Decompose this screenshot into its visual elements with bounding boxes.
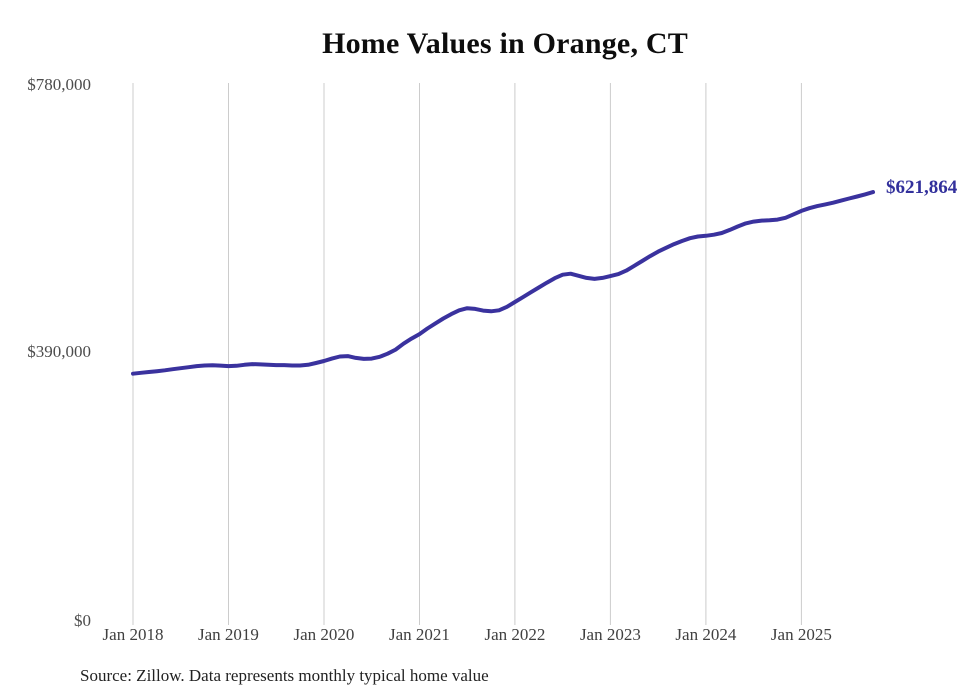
y-axis-tick-780000: $780,000 — [27, 75, 91, 94]
x-axis-tick-jan-2018: Jan 2018 — [102, 625, 164, 644]
x-axis-tick-jan-2020: Jan 2020 — [293, 625, 355, 644]
x-axis-tick-jan-2021: Jan 2021 — [388, 625, 450, 644]
y-axis-tick-0: $0 — [74, 611, 91, 630]
current-value-label: $621,864 — [886, 177, 958, 198]
x-axis-tick-jan-2025: Jan 2025 — [770, 625, 832, 644]
y-axis-tick-390000: $390,000 — [27, 342, 91, 361]
x-axis-tick-jan-2023: Jan 2023 — [579, 625, 641, 644]
chart-title: Home Values in Orange, CT — [322, 27, 688, 60]
home-value-line — [131, 190, 875, 376]
x-axis-tick-jan-2024: Jan 2024 — [675, 625, 737, 644]
x-axis-tick-jan-2019: Jan 2019 — [198, 625, 259, 644]
source-note: Source: Zillow. Data represents monthly … — [80, 666, 489, 685]
x-axis-tick-jan-2022: Jan 2022 — [484, 625, 546, 644]
